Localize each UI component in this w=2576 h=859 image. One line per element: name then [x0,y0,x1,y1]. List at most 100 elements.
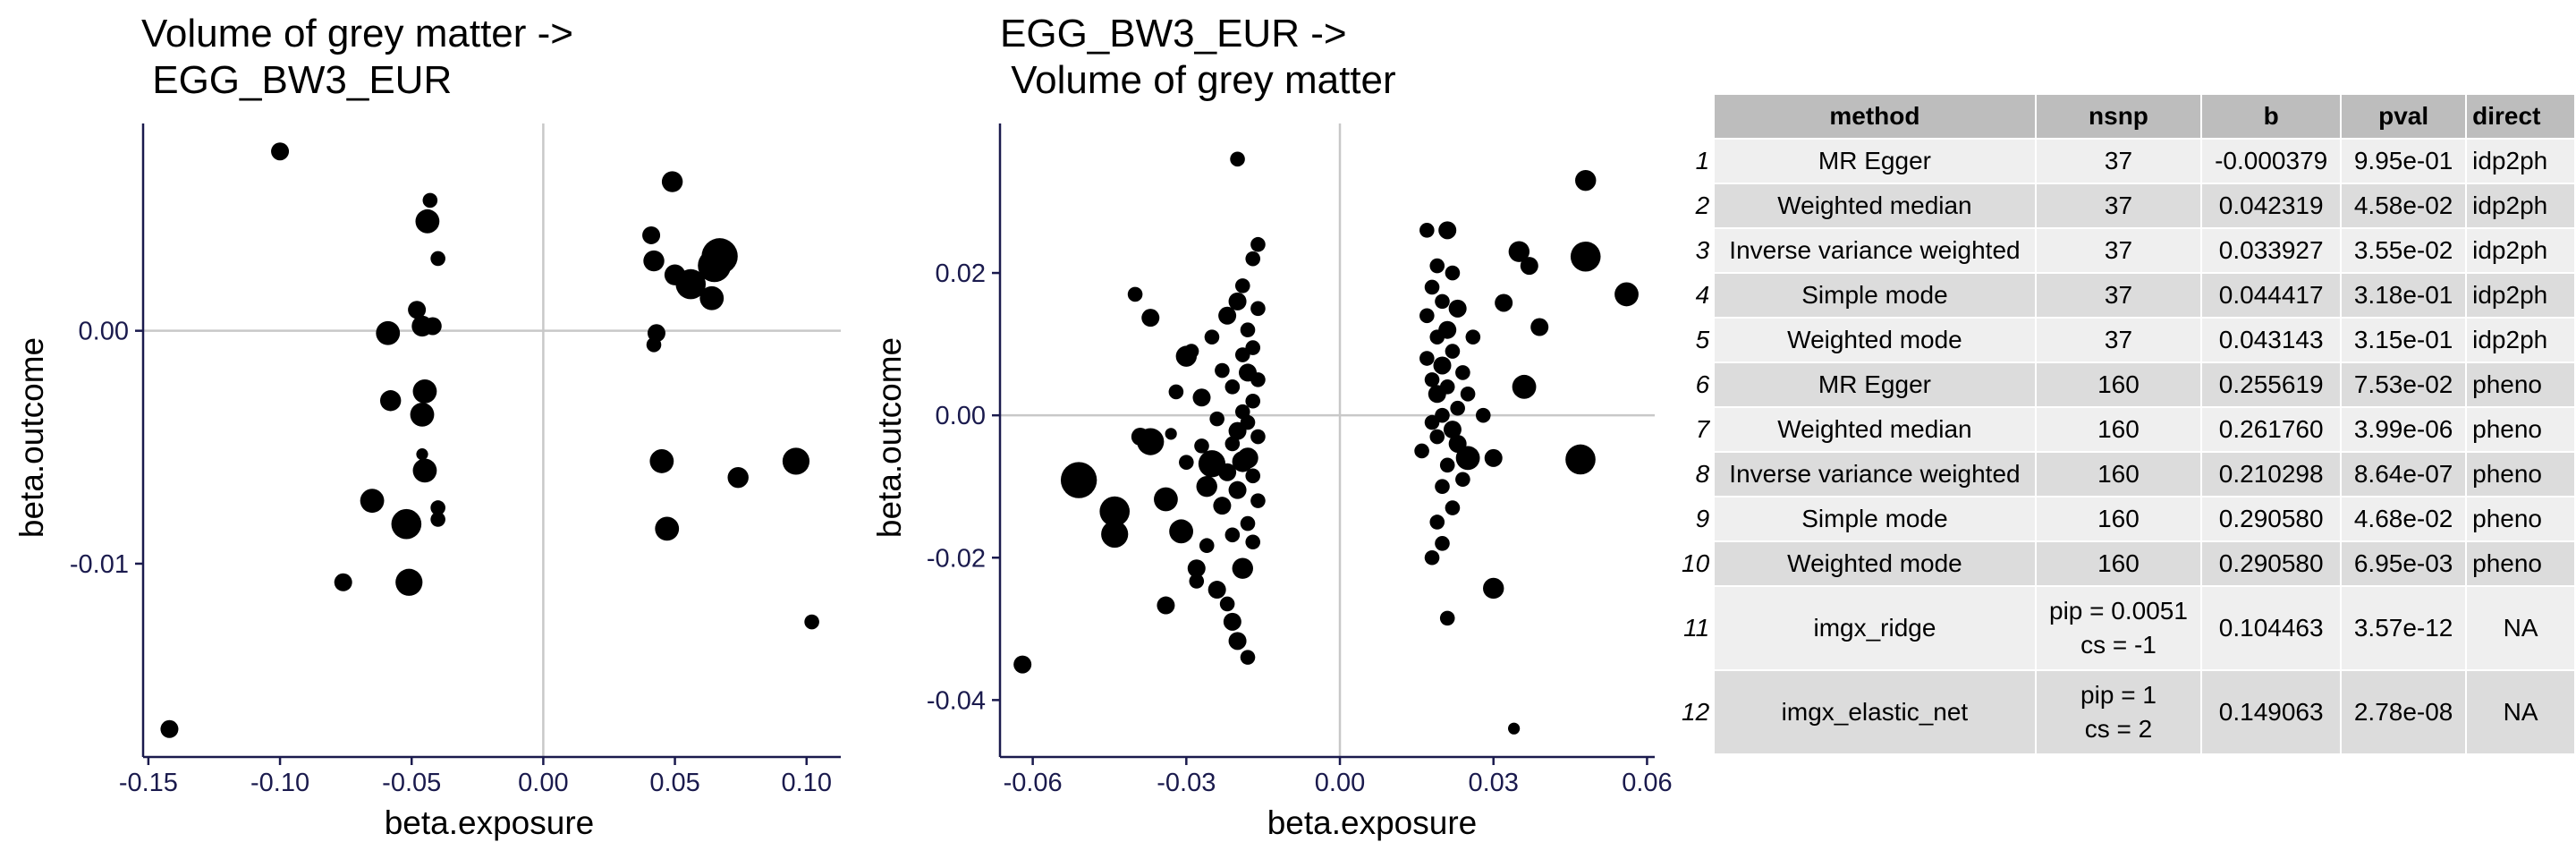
panel-1-reference-lines [143,123,841,757]
row-number: 5 [1695,326,1710,353]
cell-nsnp: 160 [2036,408,2201,451]
cell-direction: NA [2467,671,2574,753]
x-tick-label: 0.05 [649,769,699,797]
data-point [395,568,423,596]
data-point [1495,293,1513,312]
data-point [1435,536,1450,551]
cell-pval: 3.57e-12 [2342,587,2466,669]
data-point [1435,293,1450,310]
cell-method: Weighted median [1715,408,2035,451]
cell-b: 0.290580 [2202,542,2341,585]
data-point [412,378,437,404]
data-point [334,573,352,591]
y-tick-label: 0.00 [79,318,129,346]
data-point [360,489,385,514]
panel-2-points [1013,151,1639,735]
cell-direction: idp2ph [2467,319,2574,361]
y-tick-label: 0.00 [936,402,986,430]
panel-2-x-axis-label: beta.exposure [1267,804,1478,841]
data-point [1245,340,1261,355]
data-point [1424,279,1440,295]
table-row: 1 MR Egger 37 -0.000379 9.95e-01 idp2ph [1676,140,2574,183]
cell-b: 0.033927 [2202,229,2341,272]
cell-nsnp: 160 [2036,498,2201,540]
data-point [1209,411,1224,427]
x-tick-label: -0.06 [1004,769,1063,797]
data-point [1127,286,1143,302]
data-point [1187,559,1206,578]
data-point [1455,446,1480,471]
data-point [1443,421,1462,439]
cell-nsnp: 37 [2036,319,2201,361]
data-point [1429,429,1445,445]
x-tick-label: -0.05 [382,769,441,797]
table-row: 5 Weighted mode 37 0.043143 3.15e-01 idp2ph [1676,319,2574,361]
cell-nsnp: 37 [2036,184,2201,227]
cell-direction: NA [2467,587,2574,669]
x-tick-label: 0.10 [782,769,832,797]
cell-b: 0.149063 [2202,671,2341,753]
data-point [1223,612,1241,631]
cell-method: imgx_elastic_net [1715,671,2035,753]
panel-2-title-line1: EGG_BW3_EUR -> [1000,12,1347,55]
data-point [1228,632,1247,651]
data-point [701,238,738,275]
cell-nsnp: pip = 0.0051 cs = -1 [2036,587,2201,669]
data-point [1484,448,1503,467]
cell-method: Simple mode [1715,274,2035,317]
data-point [804,614,819,630]
cell-b: 0.043143 [2202,319,2341,361]
cell-nsnp-pip: pip = 0.0051 [2049,597,2188,625]
y-tick-label: -0.02 [927,544,986,573]
data-point [1445,265,1461,281]
data-point [1141,309,1160,327]
row-number: 1 [1695,147,1710,174]
table-row: 6 MR Egger 160 0.255619 7.53e-02 pheno [1676,363,2574,406]
data-point [1245,393,1261,409]
x-tick-label: 0.03 [1468,769,1518,797]
data-point [1465,329,1481,344]
data-point [1508,241,1530,262]
data-point [1060,462,1097,498]
data-point [1215,362,1230,378]
cell-direction: pheno [2467,498,2574,540]
data-point [727,466,749,489]
x-tick-label: -0.15 [119,769,178,797]
table-row: 11 imgx_ridge pip = 0.0051 cs = -1 0.104463 3… [1676,587,2574,669]
cell-method: Weighted mode [1715,319,2035,361]
cell-pval: 9.95e-01 [2342,140,2466,183]
data-point [412,458,437,483]
data-point [1250,301,1266,317]
data-point [1448,299,1467,318]
data-point [1199,538,1215,554]
cell-b: 0.042319 [2202,184,2341,227]
data-point [271,142,290,161]
data-point [1429,515,1445,530]
panel-2-tick-labels: -0.06 -0.03 0.00 0.03 0.06 0.02 0.00 -0.02 -0.04 [927,259,1673,797]
data-point [1245,534,1261,550]
cell-direction: pheno [2467,363,2574,406]
data-point [1240,322,1256,337]
data-point [1614,282,1639,307]
row-number: 8 [1695,460,1710,488]
cell-method: Inverse variance weighted [1715,229,2035,272]
cell-nsnp: 37 [2036,140,2201,183]
cell-b: 0.255619 [2202,363,2341,406]
cell-nsnp: 160 [2036,363,2201,406]
data-point [1438,221,1457,240]
data-point [1530,318,1549,336]
table-header-row: method nsnp b pval direct [1676,95,2574,138]
data-point [1435,479,1450,495]
cell-nsnp-pip: pip = 1 [2080,681,2157,709]
panel-2-title-line2: Volume of grey matter [1000,58,1396,102]
scatter-panel-grey-matter-to-egg: Volume of grey matter -> EGG_BW3_EUR -0.… [13,12,841,841]
table-body: 1 MR Egger 37 -0.000379 9.95e-01 idp2ph 2 Weigh… [1676,140,2574,753]
data-point [1419,308,1435,324]
cell-method: Weighted mode [1715,542,2035,585]
panel-1-axes [135,123,841,765]
table-row: 12 imgx_elastic_net pip = 1 cs = 2 0.149063 2… [1676,671,2574,753]
cell-pval: 3.99e-06 [2342,408,2466,451]
data-point [1237,447,1258,469]
data-point [1168,384,1184,400]
row-number: 2 [1695,191,1710,219]
